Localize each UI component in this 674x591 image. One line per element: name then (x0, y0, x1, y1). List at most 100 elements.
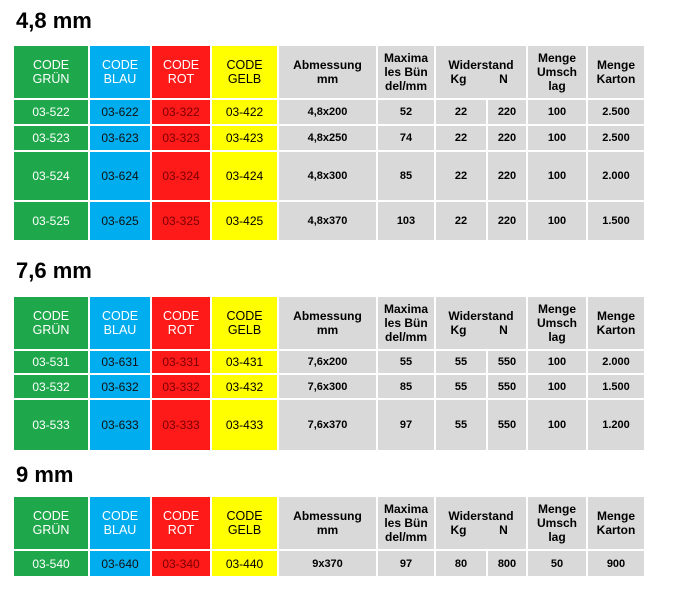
table-cell: 03-622 (90, 100, 150, 124)
table-cell: 03-524 (14, 152, 88, 200)
table-cell: 03-522 (14, 100, 88, 124)
header-cell: CODE GELB (212, 297, 277, 349)
table-cell: 9x370 (279, 551, 376, 576)
table-cell: 03-433 (212, 400, 277, 450)
table-cell: 550 (488, 351, 526, 373)
header-cell: CODE GELB (212, 497, 277, 549)
header-units: Kg N (436, 523, 526, 537)
section-title: 9 mm (16, 462, 74, 487)
table-cell: 55 (436, 351, 486, 373)
table-cell: 03-431 (212, 351, 277, 373)
table-cell: 03-322 (152, 100, 210, 124)
unit-label: Kg (450, 72, 467, 86)
table-cell: 2.500 (588, 100, 644, 124)
header-cell: CODE GRÜN (14, 46, 88, 98)
header-cell: Menge Karton (588, 46, 644, 98)
header-cell: Abmessung mm (279, 297, 376, 349)
table-cell: 550 (488, 375, 526, 398)
header-cell: CODE GRÜN (14, 497, 88, 549)
header-cell: Abmessung mm (279, 46, 376, 98)
table-cell: 100 (528, 126, 586, 150)
table-cell: 22 (436, 202, 486, 240)
table-cell: 900 (588, 551, 644, 576)
table-cell: 03-525 (14, 202, 88, 240)
table-cell: 03-631 (90, 351, 150, 373)
table-cell: 03-523 (14, 126, 88, 150)
header-units: Kg N (436, 323, 526, 337)
table-cell: 03-333 (152, 400, 210, 450)
table-cell: 7,6x370 (279, 400, 376, 450)
table-cell: 4,8x370 (279, 202, 376, 240)
section-title: 7,6 mm (16, 258, 92, 283)
header-cell: CODE ROT (152, 46, 210, 98)
table-cell: 03-325 (152, 202, 210, 240)
table-cell: 4,8x250 (279, 126, 376, 150)
table-cell: 2.000 (588, 152, 644, 200)
table-cell: 03-340 (152, 551, 210, 576)
table-cell: 1.200 (588, 400, 644, 450)
table-cell: 7,6x300 (279, 375, 376, 398)
table-cell: 03-331 (152, 351, 210, 373)
table-cell: 100 (528, 100, 586, 124)
table-cell: 03-332 (152, 375, 210, 398)
table-cell: 100 (528, 400, 586, 450)
header-cell: Abmessung mm (279, 497, 376, 549)
table-cell: 50 (528, 551, 586, 576)
table-cell: 100 (528, 152, 586, 200)
table-cell: 03-532 (14, 375, 88, 398)
table-cell: 03-425 (212, 202, 277, 240)
table-cell: 55 (436, 375, 486, 398)
table-cell: 03-440 (212, 551, 277, 576)
table-cell: 03-625 (90, 202, 150, 240)
table-cell: 03-633 (90, 400, 150, 450)
table-cell: 800 (488, 551, 526, 576)
unit-label: Kg (450, 323, 467, 337)
table-cell: 03-422 (212, 100, 277, 124)
table-cell: 220 (488, 152, 526, 200)
table-cell: 2.500 (588, 126, 644, 150)
table-cell: 4,8x200 (279, 100, 376, 124)
table-cell: 03-424 (212, 152, 277, 200)
table-cell: 2.000 (588, 351, 644, 373)
table-cell: 550 (488, 400, 526, 450)
header-cell: Menge Karton (588, 497, 644, 549)
header-cell: Menge Umsch lag (528, 497, 586, 549)
header-cell: CODE ROT (152, 297, 210, 349)
header-units: Kg N (436, 72, 526, 86)
header-cell: CODE BLAU (90, 46, 150, 98)
header-cell: Maxima les Bün del/mm (378, 497, 434, 549)
table-cell: 55 (436, 400, 486, 450)
table-cell: 22 (436, 126, 486, 150)
header-cell: Menge Umsch lag (528, 297, 586, 349)
table-cell: 85 (378, 375, 434, 398)
table-cell: 03-423 (212, 126, 277, 150)
table-cell: 85 (378, 152, 434, 200)
table-cell: 03-324 (152, 152, 210, 200)
unit-label: N (499, 323, 508, 337)
table-cell: 03-323 (152, 126, 210, 150)
table-cell: 74 (378, 126, 434, 150)
table-cell: 22 (436, 100, 486, 124)
table-cell: 03-624 (90, 152, 150, 200)
header-text: Widerstand (448, 509, 514, 523)
header-cell: Menge Karton (588, 297, 644, 349)
table-cell: 103 (378, 202, 434, 240)
unit-label: Kg (450, 523, 467, 537)
table-cell: 7,6x200 (279, 351, 376, 373)
header-cell: CODE GELB (212, 46, 277, 98)
section-title: 4,8 mm (16, 8, 92, 33)
table-cell: 22 (436, 152, 486, 200)
table-cell: 100 (528, 202, 586, 240)
table-cell: 1.500 (588, 375, 644, 398)
table-cell: 4,8x300 (279, 152, 376, 200)
unit-label: N (499, 72, 508, 86)
header-cell: CODE ROT (152, 497, 210, 549)
table-cell: 97 (378, 551, 434, 576)
table-cell: 52 (378, 100, 434, 124)
header-cell: Widerstand Kg N (436, 497, 526, 549)
header-cell: Widerstand Kg N (436, 297, 526, 349)
table-cell: 1.500 (588, 202, 644, 240)
table-cell: 55 (378, 351, 434, 373)
table-cell: 03-632 (90, 375, 150, 398)
